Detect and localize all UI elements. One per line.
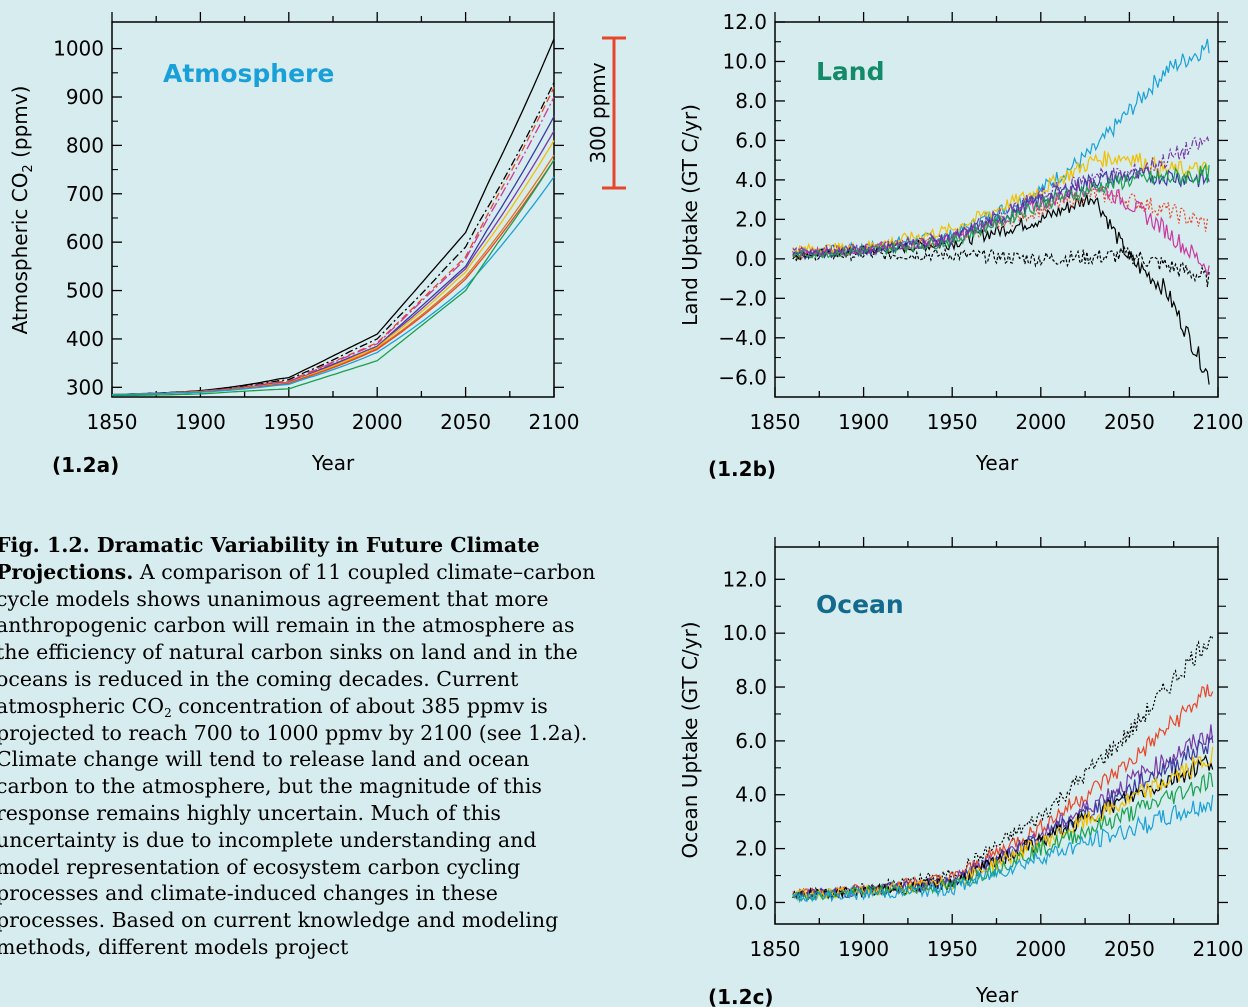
y-tick-label: 900 <box>66 85 104 109</box>
caption-body-1: A comparison of 11 coupled climate–carbo… <box>0 559 596 718</box>
y-tick-label: 700 <box>66 182 104 206</box>
x-tick-label: 2100 <box>1193 937 1244 961</box>
y-axis-label-atmosphere: Atmospheric CO2 (ppmv) <box>8 86 36 335</box>
x-axis-label-land: Year <box>975 451 1019 475</box>
x-tick-label: 2000 <box>352 410 403 434</box>
x-axis-label-ocean: Year <box>975 983 1019 1007</box>
x-tick-label: 1900 <box>838 937 889 961</box>
x-tick-label: 2050 <box>1104 937 1155 961</box>
chart-ocean: 1850 1900 1950 2000 2050 2100 12.0 10.0 8.0 6.0 4.… <box>678 537 1243 1007</box>
y-tick-label: 10.0 <box>722 621 767 645</box>
figure-caption: Fig. 1.2. Dramatic Variability in Future… <box>0 532 596 961</box>
y-axis-label-atmosphere-sub: 2 <box>21 164 36 172</box>
series-group-atmosphere <box>111 38 555 397</box>
series-group-land <box>792 38 1210 385</box>
x-tick-label: 2000 <box>1015 410 1066 434</box>
x-tick-label: 2100 <box>529 410 580 434</box>
scale-bar-300-ppmv: 300 ppmv <box>586 36 626 190</box>
panel-title-atmosphere: Atmosphere <box>163 59 334 88</box>
y-tick-label: 2.0 <box>735 837 767 861</box>
axes-ocean: 1850 1900 1950 2000 2050 2100 12.0 10.0 8.0 6.0 4.… <box>722 537 1243 961</box>
caption-body-2: concentration of about 385 ppmv is proje… <box>0 693 588 959</box>
series-line-5 <box>111 116 555 396</box>
series-line-11 <box>112 159 555 397</box>
series-line-3 <box>792 245 1210 288</box>
x-tick-label: 1900 <box>175 410 226 434</box>
x-axis-label-atmosphere: Year <box>311 451 355 475</box>
y-tick-label: 4.0 <box>735 783 767 807</box>
y-tick-label: 8.0 <box>735 675 767 699</box>
y-tick-label: 12.0 <box>722 567 767 591</box>
x-tick-label: 1950 <box>927 410 978 434</box>
y-tick-label: 12.0 <box>722 10 767 34</box>
series-line-2 <box>111 82 555 396</box>
panel-title-land: Land <box>816 57 885 86</box>
y-tick-label: 800 <box>66 133 104 157</box>
series-line-8 <box>792 163 1210 260</box>
series-line-5 <box>792 177 1210 276</box>
x-tick-label: 1900 <box>838 410 889 434</box>
chart-atmosphere: 1850 1900 1950 2000 2050 2100 300 400 500 600 700 8… <box>8 12 626 477</box>
series-line-1 <box>792 634 1214 901</box>
y-tick-label: 2.0 <box>735 207 767 231</box>
x-tick-label: 1850 <box>87 410 138 434</box>
x-tick-label: 1850 <box>750 410 801 434</box>
series-line-1 <box>792 38 1210 258</box>
series-line-7 <box>792 771 1214 904</box>
panel-title-ocean: Ocean <box>816 590 904 619</box>
axes-land: 1850 1900 1950 2000 2050 2100 12.0 10.0 8.0 6.0 4.… <box>718 10 1243 434</box>
y-tick-label: 500 <box>66 279 104 303</box>
y-tick-label: −2.0 <box>718 286 767 310</box>
series-line-1 <box>111 38 555 396</box>
y-tick-label: 8.0 <box>735 89 767 113</box>
series-line-10 <box>111 176 555 396</box>
x-tick-label: 2050 <box>440 410 491 434</box>
series-line-3 <box>792 724 1214 900</box>
y-tick-label: 600 <box>66 230 104 254</box>
series-line-4 <box>792 735 1214 900</box>
series-line-8 <box>792 794 1214 903</box>
series-line-4 <box>111 96 555 396</box>
axes-atmosphere: 1850 1900 1950 2000 2050 2100 300 400 500 600 700 8… <box>53 12 579 434</box>
panel-label-1-2c: (1.2c) <box>708 985 774 1007</box>
y-tick-label: −6.0 <box>718 365 767 389</box>
x-tick-label: 2000 <box>1015 937 1066 961</box>
x-tick-label: 2100 <box>1193 410 1244 434</box>
scale-bar-label: 300 ppmv <box>586 62 610 163</box>
caption-title: Fig. 1.2. Dramatic Variability in Future… <box>0 533 540 584</box>
y-axis-label-atmosphere-main: Atmospheric CO <box>8 173 32 335</box>
caption-body-subscript: 2 <box>164 705 172 720</box>
y-tick-label: 400 <box>66 327 104 351</box>
y-tick-label: 6.0 <box>735 729 767 753</box>
series-line-8 <box>111 154 555 396</box>
x-tick-label: 1950 <box>927 937 978 961</box>
y-tick-label: 0.0 <box>735 890 767 914</box>
series-line-9 <box>792 135 1210 257</box>
x-tick-label: 1950 <box>263 410 314 434</box>
y-tick-label: 6.0 <box>735 128 767 152</box>
x-tick-label: 2050 <box>1104 410 1155 434</box>
y-axis-label-ocean: Ocean Uptake (GT C/yr) <box>678 621 702 858</box>
y-tick-label: 4.0 <box>735 168 767 192</box>
chart-land: 1850 1900 1950 2000 2050 2100 12.0 10.0 8.0 6.0 4.… <box>678 10 1243 481</box>
y-tick-label: −4.0 <box>718 326 767 350</box>
y-axis-label-atmosphere-tail: (ppmv) <box>8 86 32 165</box>
y-tick-label: 10.0 <box>722 49 767 73</box>
series-line-6 <box>792 746 1214 900</box>
y-tick-label: 1000 <box>53 37 104 61</box>
panel-label-1-2a: (1.2a) <box>52 453 119 477</box>
panel-label-1-2b: (1.2b) <box>708 457 776 481</box>
y-axis-label-land: Land Uptake (GT C/yr) <box>678 104 702 326</box>
caption-paragraph: Fig. 1.2. Dramatic Variability in Future… <box>0 532 596 961</box>
series-group-ocean <box>792 634 1214 904</box>
y-tick-label: 0.0 <box>735 247 767 271</box>
x-tick-label: 1850 <box>750 937 801 961</box>
y-tick-label: 300 <box>66 375 104 399</box>
